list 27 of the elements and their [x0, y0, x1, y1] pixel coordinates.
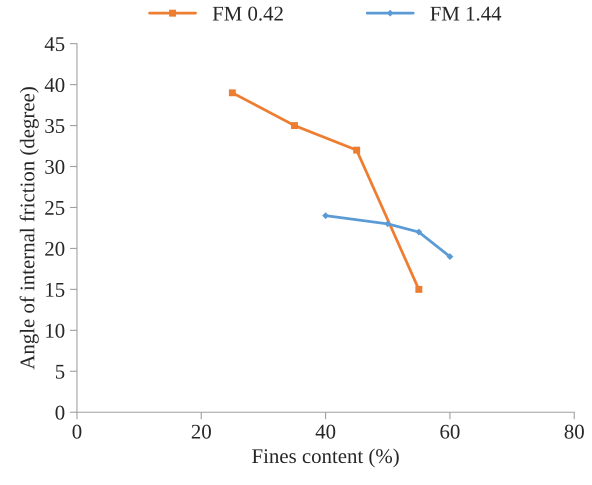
x-tick-label: 60 — [440, 424, 460, 439]
y-tick-label: 35 — [45, 118, 64, 133]
y-tick-label: 20 — [45, 242, 64, 256]
y-tick-label: 5 — [56, 364, 64, 379]
x-tick-label: 20 — [192, 424, 211, 439]
point — [322, 212, 330, 220]
y-axis-title: Angle of internal friction (degree) — [20, 87, 39, 370]
y-tick-label: 40 — [44, 78, 64, 92]
x-tick-label: 0 — [72, 424, 82, 439]
point — [353, 146, 360, 154]
point — [228, 89, 236, 96]
legend-label: FM 0.42 — [212, 6, 283, 21]
point — [415, 286, 422, 293]
y-tick-label: 45 — [44, 37, 64, 52]
x-axis-title: Fines content (%) — [252, 448, 399, 468]
y-tick-label: 25 — [45, 200, 64, 215]
x-tick-label: 40 — [316, 424, 336, 439]
point — [415, 228, 422, 236]
y-tick-label: 30 — [45, 160, 64, 174]
point — [291, 122, 298, 130]
x-tick-label: 80 — [564, 424, 584, 439]
point — [446, 253, 454, 260]
point — [384, 220, 392, 228]
y-tick-label: 10 — [46, 324, 64, 338]
y-tick-label: 0 — [56, 406, 64, 420]
y-tick-label: 15 — [46, 282, 64, 297]
legend-label: FM 1.44 — [430, 6, 502, 21]
